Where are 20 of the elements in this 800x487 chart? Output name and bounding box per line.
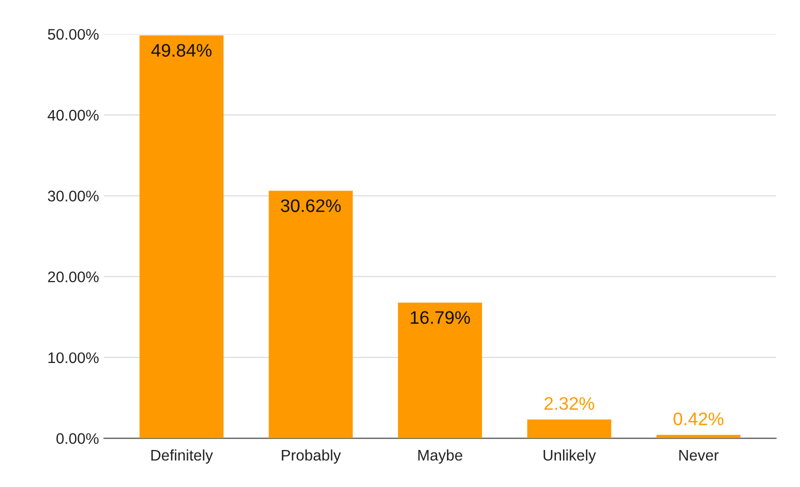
y-tick-label: 30.00% — [48, 190, 99, 202]
x-tick-label: Definitely — [151, 449, 213, 464]
y-tick-label: 0.00% — [56, 433, 99, 444]
bar — [268, 190, 353, 438]
data-label: 16.79% — [410, 311, 470, 324]
data-label: 30.62% — [280, 199, 341, 212]
y-tick-label: 50.00% — [48, 28, 99, 40]
y-tick-label: 40.00% — [48, 110, 99, 121]
x-tick-label: Never — [679, 450, 719, 461]
bar — [140, 35, 224, 438]
data-label: 0.42% — [674, 412, 724, 426]
x-tick-label: Unlikely — [544, 449, 596, 464]
data-label: 2.32% — [544, 397, 594, 410]
y-tick-label: 20.00% — [48, 271, 99, 282]
x-tick-label: Probably — [282, 449, 341, 464]
x-tick-label: Maybe — [418, 449, 462, 464]
bar — [398, 302, 482, 438]
bar — [527, 420, 612, 438]
y-tick-label: 10.00% — [48, 352, 99, 364]
data-label: 49.84% — [151, 44, 212, 57]
